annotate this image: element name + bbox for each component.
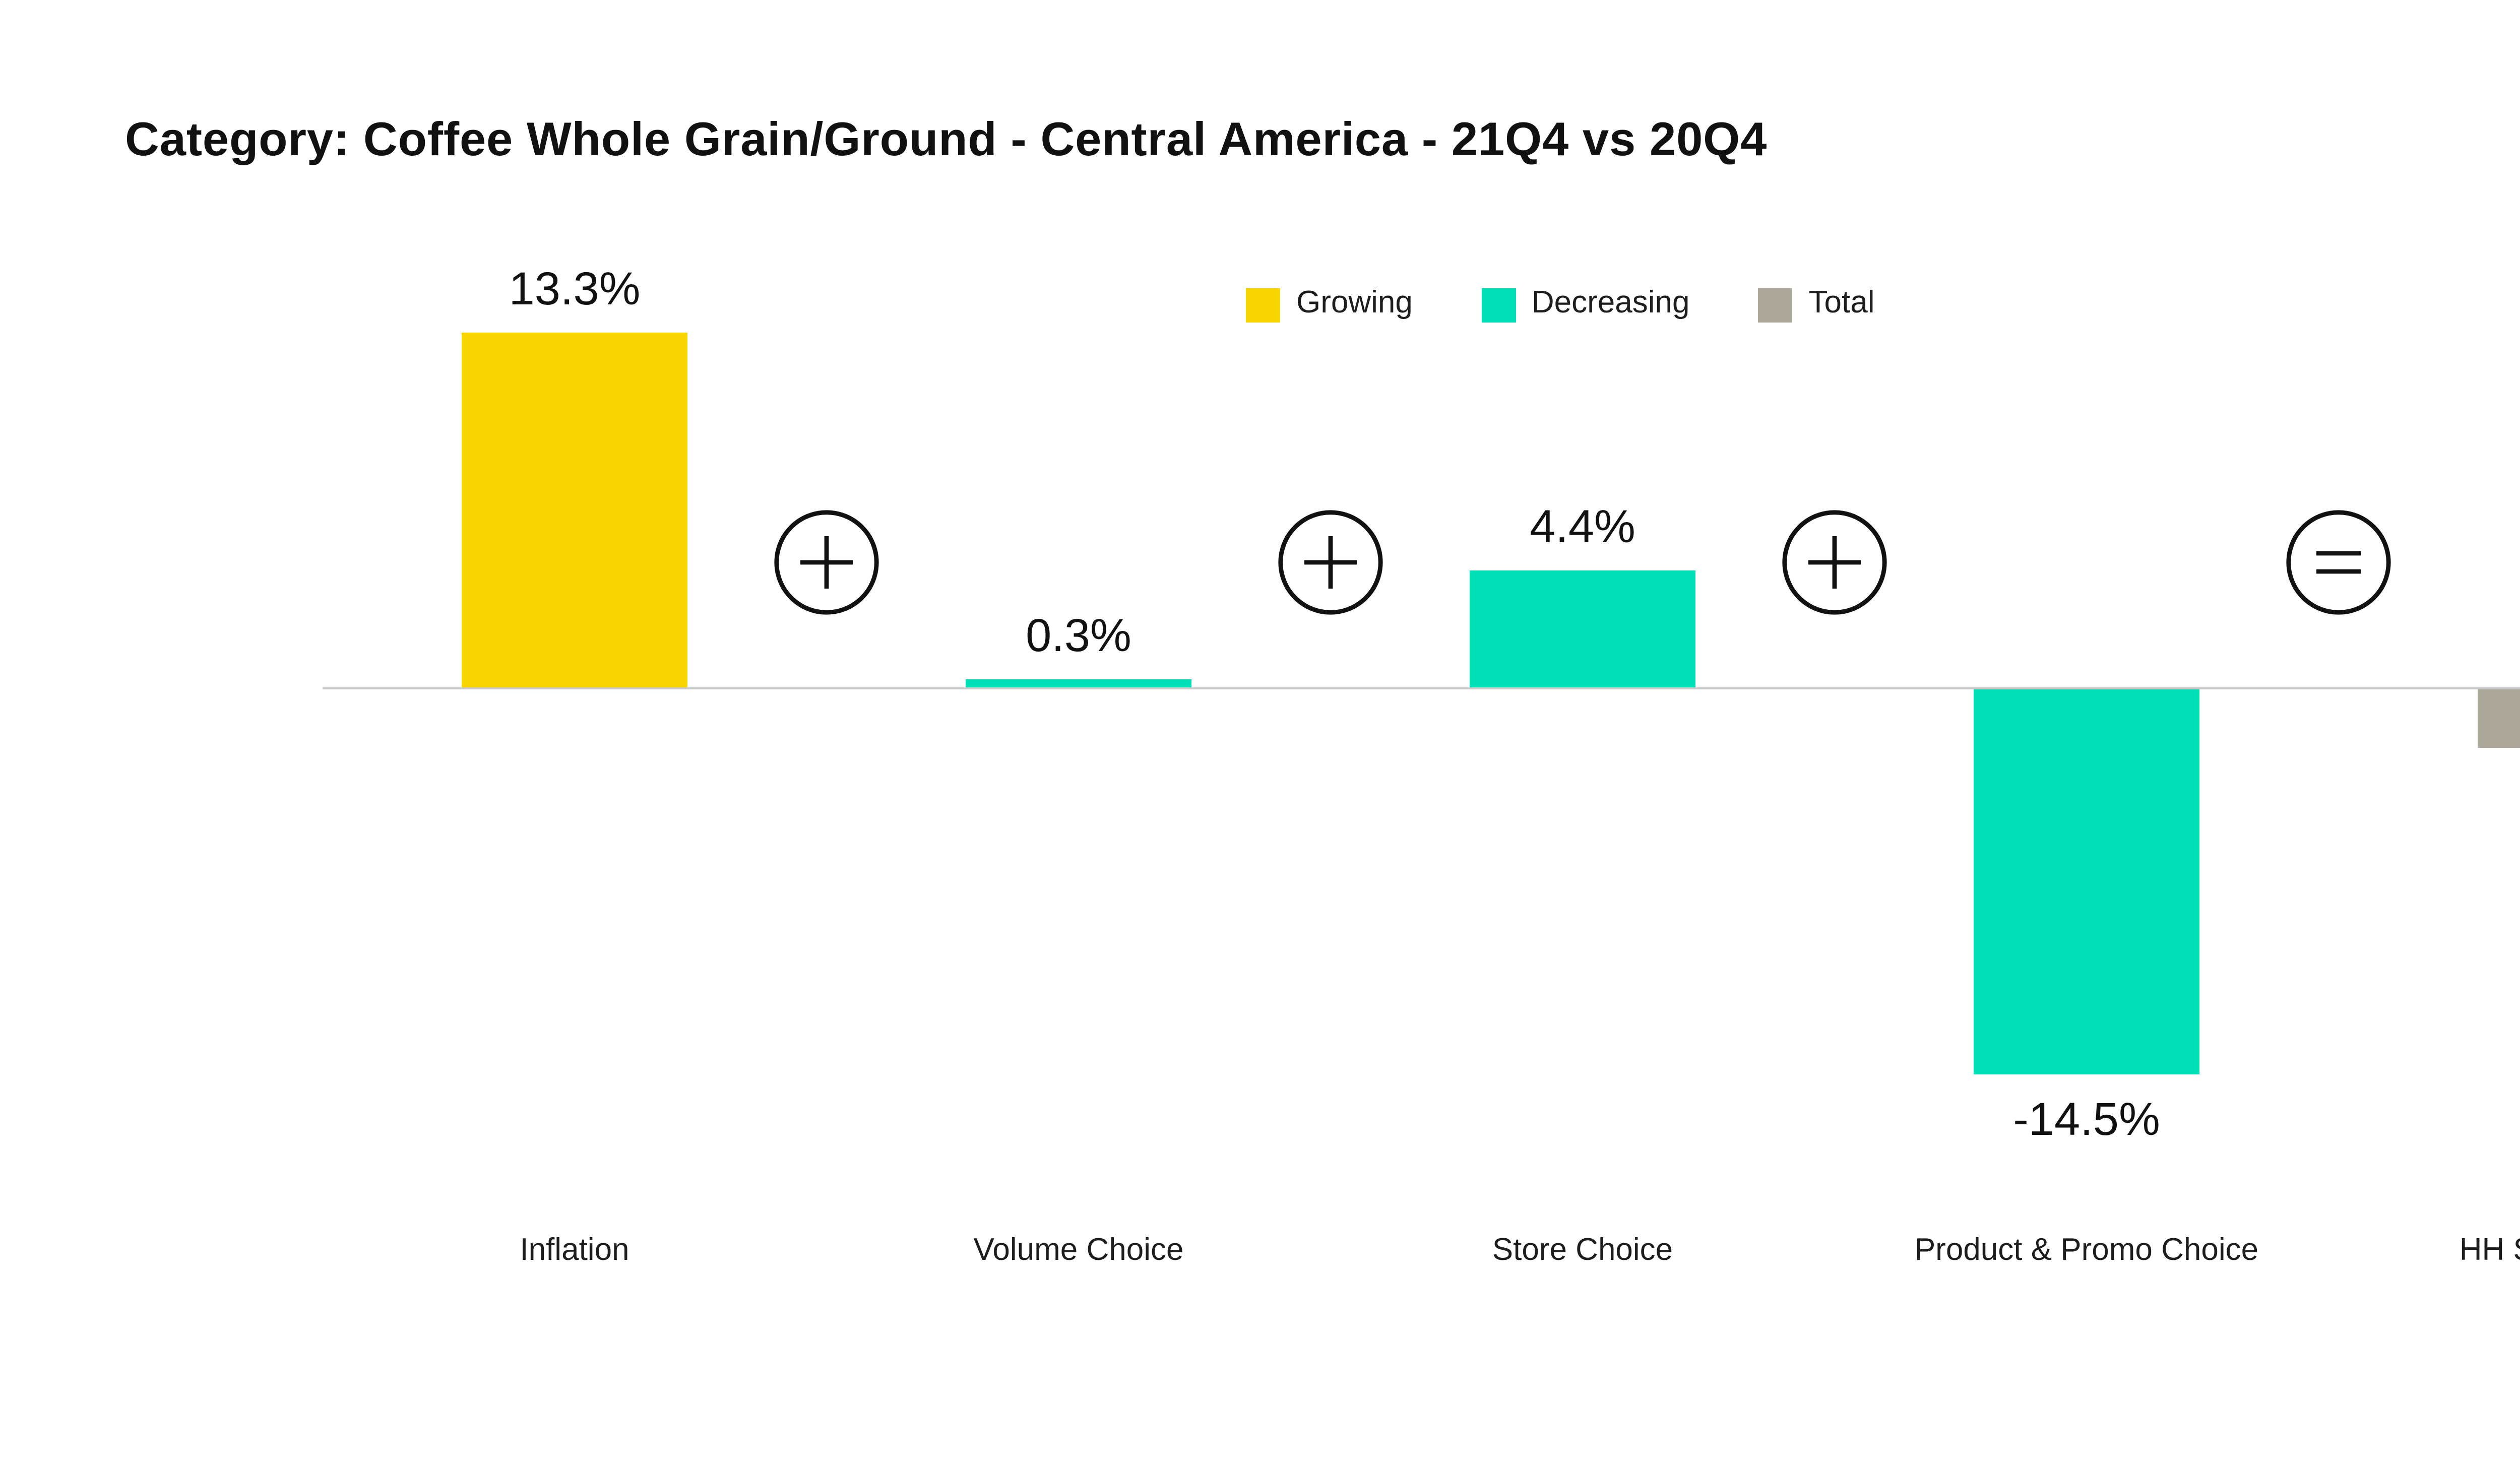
value-label-volume-choice: 0.3% — [1026, 609, 1131, 662]
value-label-store-choice: 4.4% — [1530, 499, 1635, 552]
value-label-hh-spend-change: -2.2% — [2429, 764, 2520, 820]
baseline-axis — [323, 687, 2520, 689]
legend-label-decreasing: Decreasing — [1531, 286, 1690, 321]
legend-item-total: Total — [1758, 286, 1875, 323]
category-label-volume-choice: Volume Choice — [973, 1234, 1184, 1268]
category-label-product-promo-choice: Product & Promo Choice — [1914, 1234, 2259, 1268]
chart-title: Category: Coffee Whole Grain/Ground - Ce… — [125, 113, 1768, 165]
legend-swatch-decreasing — [1481, 287, 1516, 322]
category-label-store-choice: Store Choice — [1492, 1234, 1673, 1268]
bar-volume-choice — [966, 679, 1191, 687]
bar-hh-spend-change — [2478, 689, 2520, 748]
legend-swatch-growing — [1246, 287, 1280, 322]
legend: Growing Decreasing Total — [1246, 286, 1875, 323]
category-label-inflation: Inflation — [520, 1234, 629, 1268]
value-label-inflation: 13.3% — [509, 263, 641, 315]
legend-item-growing: Growing — [1246, 286, 1413, 323]
legend-label-growing: Growing — [1296, 286, 1413, 321]
plot-area: 13.3% 0.3% 4.4% -14.5% -2.2% — [323, 262, 2520, 1169]
legend-label-total: Total — [1808, 286, 1875, 321]
bar-product-promo-choice — [1974, 689, 2199, 1075]
category-label-hh-spend-change: HH Spend Change — [2459, 1234, 2520, 1268]
value-label-product-promo-choice: -14.5% — [2013, 1093, 2160, 1146]
legend-item-decreasing: Decreasing — [1481, 286, 1690, 323]
bar-store-choice — [1470, 570, 1695, 687]
bar-inflation — [462, 333, 687, 687]
legend-swatch-total — [1758, 287, 1793, 322]
category-labels-row: Inflation Volume Choice Store Choice Produc… — [323, 1234, 2520, 1270]
